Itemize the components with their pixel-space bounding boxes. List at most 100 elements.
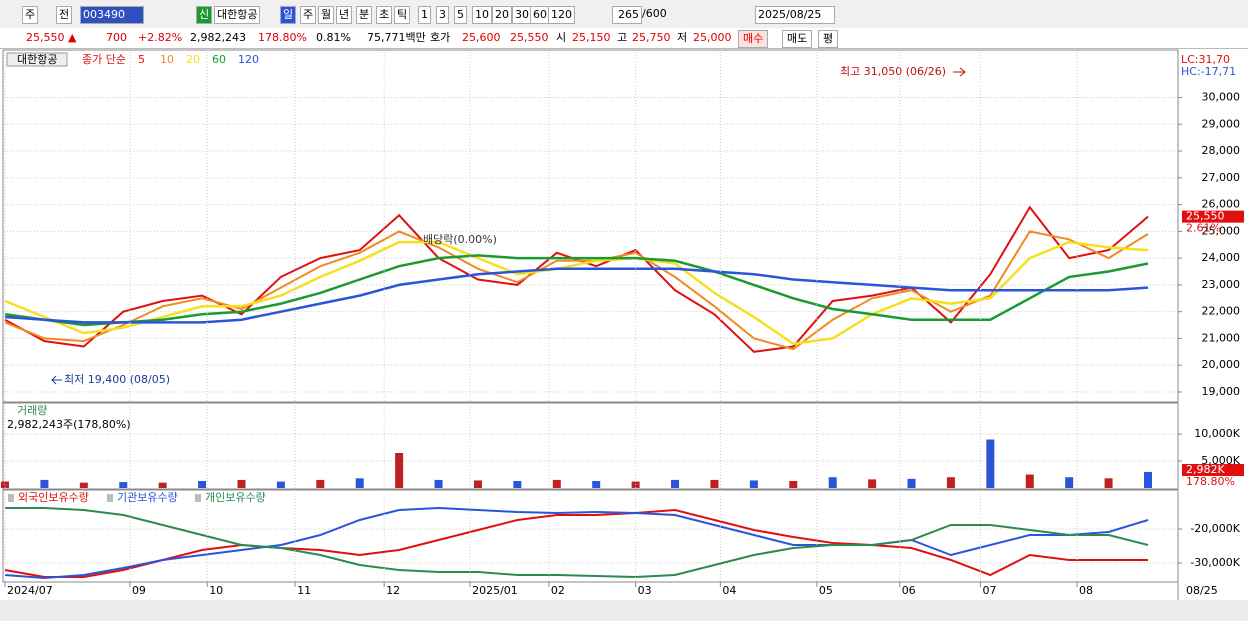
x-tick-label: 2024/07 (7, 584, 53, 597)
x-end-label: 08/25 (1186, 584, 1218, 597)
volume-bar (868, 479, 877, 488)
volume-bar (1065, 477, 1074, 488)
toolbar-button[interactable]: 3 (436, 6, 449, 24)
legend-entry: 외국인보유수량 (18, 491, 89, 504)
volume-bar (592, 481, 601, 488)
info-field: 호가 (430, 31, 451, 44)
info-field: 25,750 (632, 31, 671, 44)
x-tick-label: 05 (819, 584, 833, 597)
y-tick-label: 29,000 (1202, 117, 1241, 130)
scroll-bar[interactable] (0, 600, 1248, 621)
legend-title: 종가 단순 (82, 53, 126, 66)
toolbar-button[interactable]: 전 (56, 6, 73, 24)
label-box (1182, 464, 1244, 476)
volume-bar (986, 439, 995, 488)
toolbar-button[interactable]: 5 (454, 6, 467, 24)
info-field: 저 (677, 31, 688, 44)
volume-title: 거래량 (17, 404, 47, 417)
toolbar-button[interactable]: 60 (530, 6, 550, 24)
investor-panel (2, 489, 1179, 583)
y-tick-label: 10,000K (1194, 427, 1240, 440)
chart-title: 대한항공 (17, 53, 57, 66)
stock-tag (6, 52, 68, 67)
info-field: 25,550 (510, 31, 549, 44)
price-panel (2, 49, 1179, 403)
info-field: ▲ (68, 31, 77, 44)
info-bar: 25,550 ▲ 700 +2.82% 2,982,243 178.80% 0.81% 75,… (0, 28, 1248, 49)
volume-bar (395, 453, 404, 488)
legend-entry: 기관보유수량 (117, 491, 178, 504)
volume-bar (789, 481, 798, 488)
info-field: 75,771백만 (367, 31, 426, 44)
toolbar-button[interactable]: 10 (472, 6, 492, 24)
y-tick-label: 20,000 (1202, 358, 1241, 371)
x-tick-label: 03 (638, 584, 652, 597)
toolbar-button[interactable]: 신 (196, 6, 213, 24)
series-line (4, 508, 1148, 578)
legend-entry: 5 (138, 53, 145, 66)
info-field: 25,600 (462, 31, 501, 44)
y-tick-label: 23,000 (1202, 278, 1241, 291)
volume-bar (946, 477, 955, 488)
legend-swatch (8, 494, 14, 502)
toolbar-button[interactable]: 주 (22, 6, 39, 24)
x-tick-label: 09 (132, 584, 146, 597)
volume-bar (158, 482, 167, 488)
volume-panel (2, 402, 1179, 490)
toolbar-button[interactable]: 틱 (394, 6, 411, 24)
info-field[interactable]: 매수 (738, 30, 769, 48)
toolbar-button[interactable]: 30 (512, 6, 532, 24)
info-field: 2,982,243 (190, 31, 246, 44)
volume-bar (40, 479, 49, 488)
toolbar-button[interactable]: 1 (418, 6, 431, 24)
volume-subtitle: 2,982,243주(178,80%) (7, 418, 131, 431)
hc-label: HC:-17,71 (1181, 65, 1236, 78)
volume-bar (276, 481, 285, 488)
x-tick-label: 06 (902, 584, 916, 597)
volume-bar (198, 481, 207, 488)
y-tick-label: 19,000 (1202, 385, 1241, 398)
toolbar-button[interactable]: 주 (300, 6, 317, 24)
info-field: +2.82% (138, 31, 183, 44)
volume-bar (434, 479, 443, 488)
toolbar-button[interactable]: 월 (318, 6, 335, 24)
series-line (4, 240, 1149, 346)
toolbar-button[interactable]: 20 (492, 6, 512, 24)
toolbar-button[interactable]: 003490 (80, 6, 144, 24)
toolbar-button[interactable]: 2025/08/25 (755, 6, 835, 24)
x-tick-label: 08 (1079, 584, 1093, 597)
info-field[interactable]: 평 (818, 30, 839, 48)
info-field: 25,150 (572, 31, 611, 44)
series-line (5, 507, 1149, 579)
toolbar-button[interactable]: 120 (548, 6, 575, 24)
toolbar-button[interactable]: 초 (376, 6, 393, 24)
volume-bar (237, 479, 246, 488)
y-tick-label: -30,000K (1190, 556, 1240, 569)
volume-bar (79, 482, 88, 488)
info-field: 178.80% (258, 31, 307, 44)
toolbar-button[interactable]: 265 (612, 6, 642, 24)
volume-bar (671, 479, 680, 488)
volume-bar (119, 482, 128, 488)
toolbar-button[interactable]: 대한항공 (214, 6, 261, 24)
series-line (4, 205, 1149, 353)
legend-entry: 120 (238, 53, 259, 66)
annotation: 배당락(0.00%) (423, 233, 497, 246)
toolbar-button[interactable]: 년 (336, 6, 353, 24)
x-tick-label: 12 (386, 584, 400, 597)
series-line (4, 267, 1149, 324)
info-field[interactable]: 매도 (782, 30, 813, 48)
volume-bar (828, 477, 837, 488)
toolbar-button[interactable]: /600 (642, 7, 667, 20)
annotation: 최고 31,050 (06/26) (840, 65, 946, 78)
y-tick-label: 21,000 (1202, 331, 1241, 344)
x-tick-label: 2025/01 (472, 584, 518, 597)
toolbar-button[interactable]: 분 (356, 6, 373, 24)
volume-bar (710, 479, 719, 488)
toolbar-button[interactable]: 일 (280, 6, 297, 24)
series-line (4, 230, 1149, 351)
y-tick-label: 25,000 (1202, 224, 1241, 237)
y-tick-label: 5,000K (1201, 454, 1240, 467)
volume-bar (907, 478, 916, 488)
